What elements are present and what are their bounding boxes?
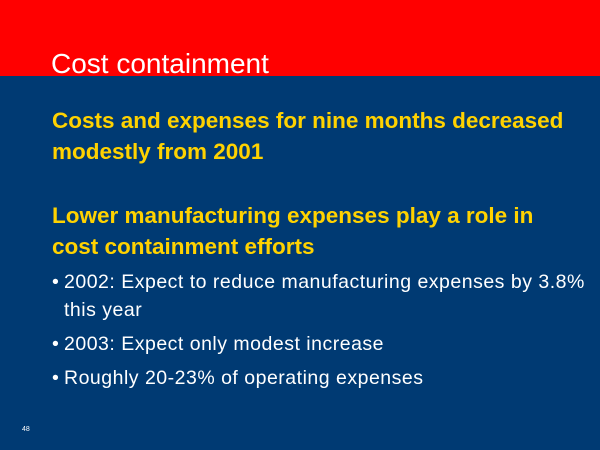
subpoint-2002: • 2002: Expect to reduce manufacturing e… [50, 268, 590, 324]
key-point-manufacturing-expenses: Lower manufacturing expenses play a role… [52, 203, 534, 259]
key-point-nine-month-costs: Costs and expenses for nine months decre… [52, 108, 564, 164]
subpoint-2003: • 2003: Expect only modest increase [50, 330, 590, 358]
subpoint-operating-share: • Roughly 20-23% of operating expenses [50, 364, 590, 392]
subpoint-text: Roughly 20-23% of operating expenses [64, 367, 424, 389]
slide-title: Cost containment [51, 48, 269, 79]
subpoint-text: 2003: Expect only modest increase [64, 333, 385, 355]
page-number: 48 [22, 426, 30, 433]
bullet-icon: • [52, 333, 60, 355]
subpoint-text: 2002: Expect to reduce manufacturing exp… [64, 271, 585, 321]
bullet-icon: • [52, 367, 60, 389]
subpoint-list: • 2002: Expect to reduce manufacturing e… [50, 268, 590, 398]
bullet-icon: • [52, 271, 60, 293]
header-band [0, 0, 600, 76]
